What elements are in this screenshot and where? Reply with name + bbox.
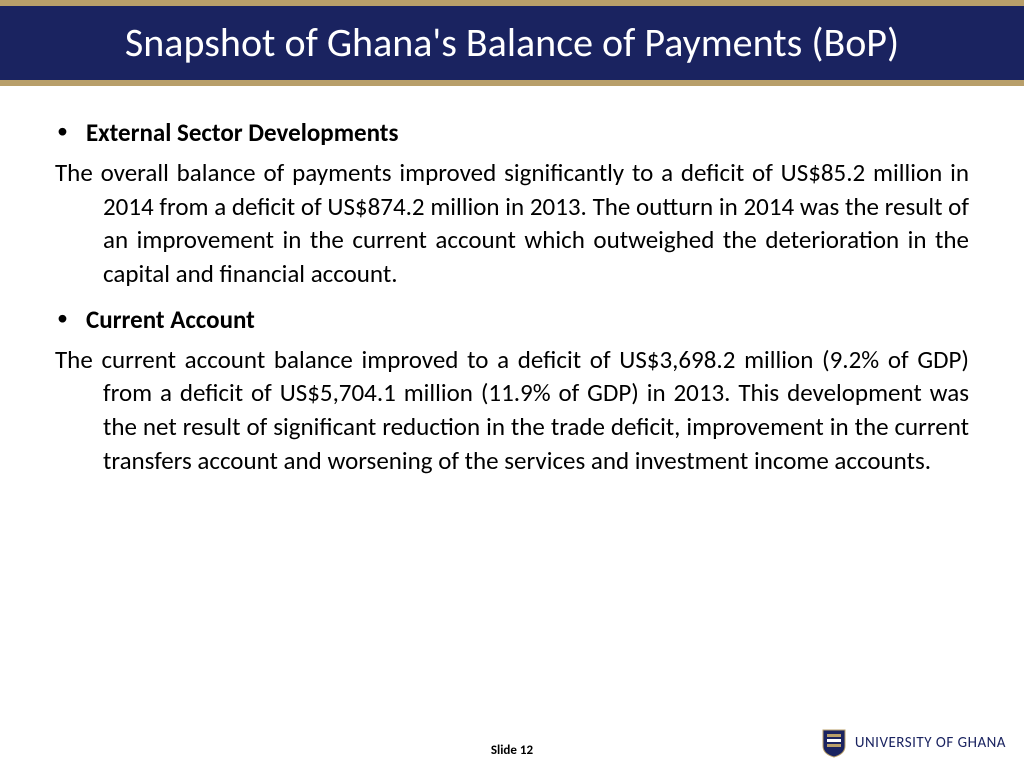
- institution-name: UNIVERSITY OF GHANA: [855, 734, 1006, 752]
- crest-icon: [821, 728, 847, 758]
- section-body-1: The overall balance of payments improved…: [55, 156, 969, 291]
- section-heading-1: • External Sector Developments: [55, 116, 969, 150]
- institution-logo: UNIVERSITY OF GHANA: [821, 728, 1006, 758]
- bullet-icon: •: [57, 116, 68, 147]
- section-heading-2: • Current Account: [55, 303, 969, 337]
- slide-title: Snapshot of Ghana's Balance of Payments …: [20, 18, 1004, 68]
- slide-content: • External Sector Developments The overa…: [0, 86, 1024, 478]
- bullet-icon: •: [57, 303, 68, 334]
- section-body-2: The current account balance improved to …: [55, 343, 969, 478]
- heading-text-1: External Sector Developments: [86, 116, 398, 150]
- slide-number: Slide 12: [491, 743, 533, 758]
- heading-text-2: Current Account: [86, 303, 255, 337]
- title-bar: Snapshot of Ghana's Balance of Payments …: [0, 0, 1024, 86]
